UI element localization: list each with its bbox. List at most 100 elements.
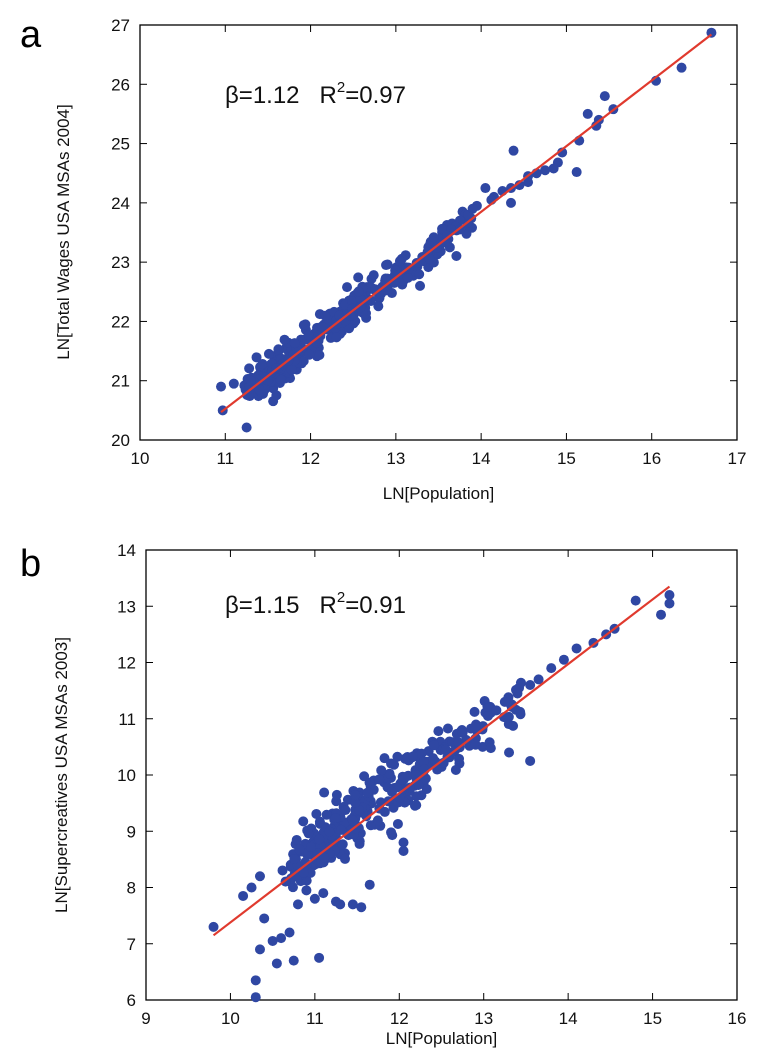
data-point-b [347, 899, 358, 910]
data-point-b [440, 744, 451, 755]
data-point-a [241, 422, 252, 433]
x-tick-label-b: 9 [141, 1009, 150, 1028]
data-point-b [330, 813, 341, 824]
data-point-b [208, 921, 219, 932]
panel-label-a: a [20, 14, 42, 56]
data-point-a [508, 145, 519, 156]
data-point-b [630, 595, 641, 606]
data-point-b [485, 743, 496, 754]
y-tick-label-b: 12 [117, 654, 136, 673]
data-point-a [263, 348, 274, 359]
data-point-b [418, 756, 429, 767]
data-point-b [386, 827, 397, 838]
data-point-b [374, 774, 385, 785]
x-tick-label-a: 16 [642, 449, 661, 468]
data-point-b [314, 834, 325, 845]
panel-b: b 9 10 11 12 13 14 15 16 6 7 8 9 10 11 12 13 14 β=1.15 R2… [20, 541, 746, 1048]
data-point-b [482, 710, 493, 721]
y-tick-label-b: 13 [117, 597, 136, 616]
data-point-b [294, 844, 305, 855]
data-point-b [470, 739, 481, 750]
r2-prefix-a: R [320, 82, 337, 109]
fit-line-b [212, 585, 671, 937]
data-point-b [318, 888, 329, 899]
data-point-a [289, 338, 300, 349]
data-point-b [350, 797, 361, 808]
x-tick-label-a: 10 [131, 449, 150, 468]
data-point-b [292, 899, 303, 910]
y-tick-label-b: 10 [117, 766, 136, 785]
y-tick-label-a: 24 [111, 194, 130, 213]
data-point-a [353, 272, 364, 283]
data-point-b [309, 893, 320, 904]
data-point-b [469, 706, 480, 717]
data-point-a [382, 259, 393, 270]
data-point-b [319, 852, 330, 863]
data-point-b [664, 598, 675, 609]
y-tick-label-a: 25 [111, 135, 130, 154]
data-point-b [246, 882, 257, 893]
ticks-a: 10 11 12 13 14 15 16 17 20 21 22 23 24 25 26 27 [111, 16, 746, 468]
data-point-a [320, 310, 331, 321]
x-axis-label-b: LN[Population] [386, 1029, 498, 1048]
data-point-b [450, 764, 461, 775]
data-point-b [571, 643, 582, 654]
data-point-a [451, 250, 462, 261]
data-point-b [491, 705, 502, 716]
data-point-a [368, 270, 379, 281]
data-point-a [331, 332, 342, 343]
data-point-a [317, 322, 328, 333]
data-point-b [376, 765, 387, 776]
data-point-b [398, 837, 409, 848]
data-point-a [444, 242, 455, 253]
plot-frame-a [139, 24, 738, 441]
data-point-b [664, 590, 675, 600]
x-tick-label-b: 14 [559, 1009, 578, 1028]
data-point-b [271, 958, 282, 969]
data-point-a [442, 230, 453, 241]
data-point-b [314, 816, 325, 827]
r2-sup-a: 2 [337, 79, 345, 96]
data-point-a [303, 330, 314, 341]
y-tick-label-a: 27 [111, 16, 130, 35]
data-point-b [306, 842, 317, 853]
x-tick-label-b: 10 [221, 1009, 240, 1028]
data-point-b [319, 787, 330, 798]
data-point-b [387, 786, 398, 797]
r2-sup-b: 2 [337, 589, 345, 606]
ticks-b: 9 10 11 12 13 14 15 16 6 7 8 9 10 11 12 13 14 [117, 541, 746, 1028]
data-point-b [403, 770, 414, 781]
data-point-a [342, 282, 353, 293]
data-point-b [421, 783, 432, 794]
data-point-b [433, 726, 444, 737]
y-tick-label-a: 22 [111, 312, 130, 331]
data-point-b [470, 722, 481, 733]
data-point-b [335, 899, 346, 910]
data-point-a [582, 108, 593, 119]
x-tick-label-a: 12 [301, 449, 320, 468]
data-point-b [340, 853, 351, 864]
data-point-b [384, 768, 395, 779]
data-point-a [244, 363, 255, 374]
data-point-b [372, 815, 383, 826]
data-point-a [386, 288, 397, 299]
data-point-b [398, 845, 409, 856]
x-tick-label-b: 13 [474, 1009, 493, 1028]
data-point-b [277, 865, 288, 876]
data-point-b [558, 654, 569, 665]
data-point-b [302, 825, 313, 836]
data-point-b [512, 688, 523, 699]
x-tick-label-b: 16 [728, 1009, 747, 1028]
data-point-b [267, 935, 278, 946]
data-point-a [273, 344, 284, 355]
data-point-b [525, 755, 536, 766]
data-point-b [259, 913, 270, 924]
x-tick-label-a: 14 [472, 449, 491, 468]
beta-text-b: β=1.15 [225, 592, 300, 619]
data-point-b [250, 992, 261, 1003]
data-point-b [254, 944, 265, 955]
r2-value-a: =0.97 [345, 82, 406, 109]
annotation-a: β=1.12 R2=0.97 [225, 79, 406, 109]
data-point-b [331, 789, 342, 800]
data-point-b [289, 853, 300, 864]
